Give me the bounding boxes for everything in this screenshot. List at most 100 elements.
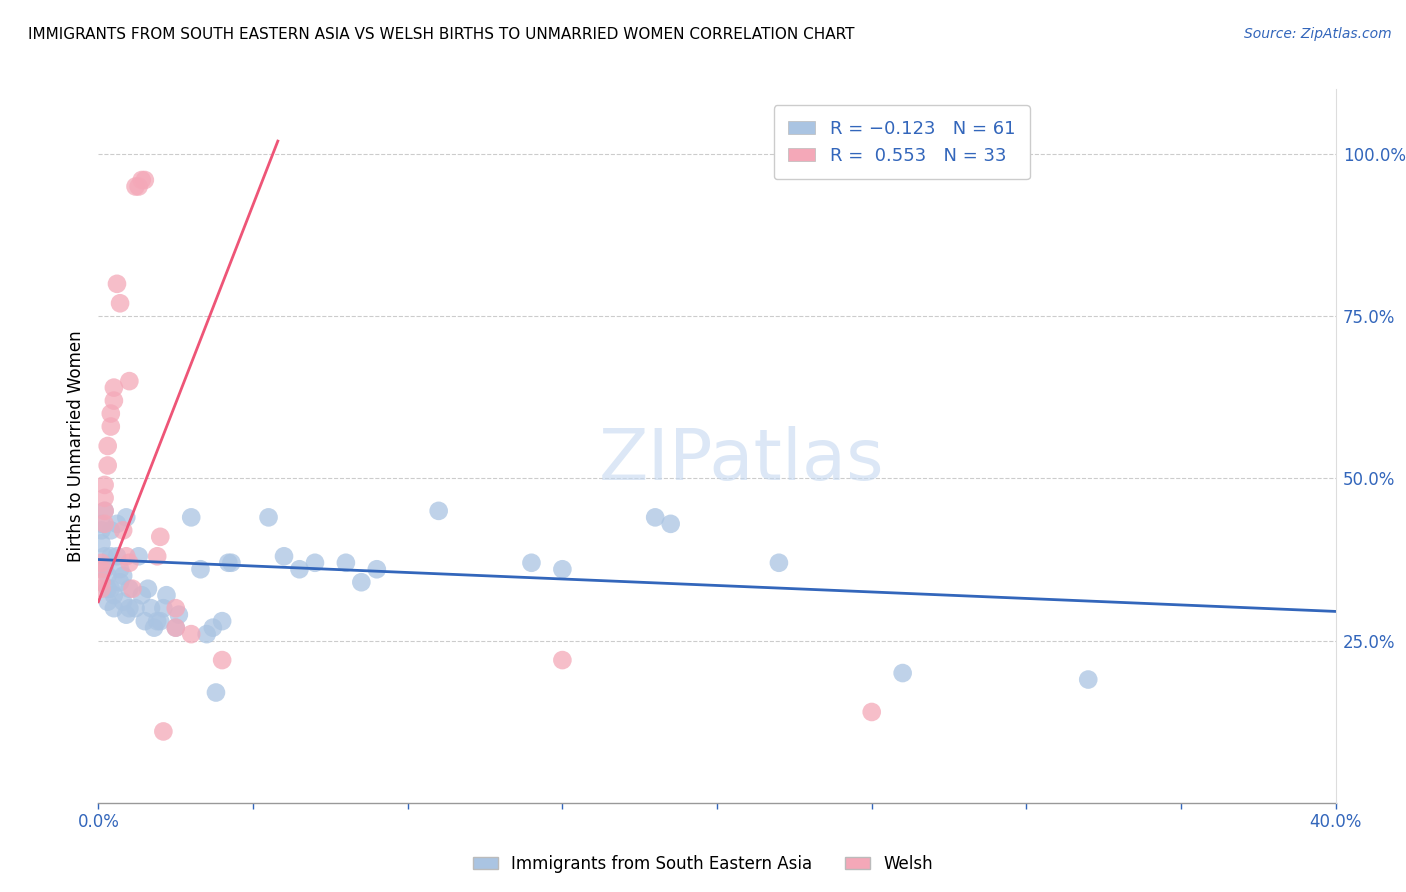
- Point: [366, 562, 388, 576]
- Point: [155, 588, 177, 602]
- Point: [139, 601, 162, 615]
- Point: [100, 419, 122, 434]
- Point: [93, 491, 115, 505]
- Point: [180, 510, 202, 524]
- Point: [90, 516, 112, 531]
- Point: [134, 173, 156, 187]
- Point: [115, 549, 138, 564]
- Legend: Immigrants from South Eastern Asia, Welsh: Immigrants from South Eastern Asia, Wels…: [465, 848, 941, 880]
- Point: [335, 556, 357, 570]
- Point: [112, 568, 135, 582]
- Point: [97, 439, 120, 453]
- Point: [211, 614, 233, 628]
- Point: [136, 582, 159, 596]
- Point: [190, 562, 212, 576]
- Y-axis label: Births to Unmarried Women: Births to Unmarried Women: [66, 330, 84, 562]
- Point: [105, 549, 128, 564]
- Point: [165, 601, 187, 615]
- Point: [131, 173, 153, 187]
- Point: [93, 549, 115, 564]
- Point: [103, 381, 125, 395]
- Point: [149, 614, 172, 628]
- Point: [108, 575, 131, 590]
- Point: [427, 504, 450, 518]
- Point: [149, 530, 172, 544]
- Point: [165, 621, 187, 635]
- Point: [128, 549, 150, 564]
- Point: [118, 601, 141, 615]
- Point: [201, 621, 224, 635]
- Point: [118, 374, 141, 388]
- Point: [108, 562, 131, 576]
- Point: [131, 588, 153, 602]
- Point: [115, 607, 138, 622]
- Point: [90, 556, 112, 570]
- Point: [152, 724, 174, 739]
- Point: [195, 627, 218, 641]
- Point: [93, 562, 115, 576]
- Point: [90, 536, 112, 550]
- Point: [860, 705, 883, 719]
- Point: [100, 549, 122, 564]
- Point: [644, 510, 666, 524]
- Point: [90, 562, 112, 576]
- Point: [768, 556, 790, 570]
- Point: [118, 556, 141, 570]
- Point: [108, 296, 131, 310]
- Point: [180, 627, 202, 641]
- Point: [112, 595, 135, 609]
- Legend: R = −0.123   N = 61, R =  0.553   N = 33: R = −0.123 N = 61, R = 0.553 N = 33: [773, 105, 1029, 179]
- Point: [257, 510, 280, 524]
- Text: ZIPatlas: ZIPatlas: [599, 425, 884, 495]
- Point: [97, 568, 120, 582]
- Point: [520, 556, 543, 570]
- Point: [90, 575, 112, 590]
- Point: [891, 666, 914, 681]
- Text: Source: ZipAtlas.com: Source: ZipAtlas.com: [1244, 27, 1392, 41]
- Point: [128, 179, 150, 194]
- Point: [152, 601, 174, 615]
- Point: [551, 653, 574, 667]
- Point: [167, 607, 190, 622]
- Point: [100, 407, 122, 421]
- Point: [100, 524, 122, 538]
- Point: [93, 504, 115, 518]
- Point: [134, 614, 156, 628]
- Point: [105, 277, 128, 291]
- Point: [217, 556, 239, 570]
- Point: [146, 614, 169, 628]
- Point: [118, 582, 141, 596]
- Point: [103, 588, 125, 602]
- Point: [221, 556, 243, 570]
- Point: [97, 582, 120, 596]
- Point: [97, 595, 120, 609]
- Point: [273, 549, 295, 564]
- Point: [103, 393, 125, 408]
- Point: [551, 562, 574, 576]
- Point: [143, 621, 166, 635]
- Point: [100, 582, 122, 596]
- Point: [93, 504, 115, 518]
- Point: [112, 524, 135, 538]
- Point: [121, 582, 143, 596]
- Point: [105, 516, 128, 531]
- Point: [146, 549, 169, 564]
- Point: [165, 621, 187, 635]
- Point: [124, 601, 146, 615]
- Point: [90, 582, 112, 596]
- Point: [659, 516, 682, 531]
- Point: [97, 458, 120, 473]
- Point: [304, 556, 326, 570]
- Point: [93, 516, 115, 531]
- Text: IMMIGRANTS FROM SOUTH EASTERN ASIA VS WELSH BIRTHS TO UNMARRIED WOMEN CORRELATIO: IMMIGRANTS FROM SOUTH EASTERN ASIA VS WE…: [28, 27, 855, 42]
- Point: [90, 524, 112, 538]
- Point: [288, 562, 311, 576]
- Point: [93, 478, 115, 492]
- Point: [350, 575, 373, 590]
- Point: [205, 685, 228, 699]
- Point: [211, 653, 233, 667]
- Point: [103, 601, 125, 615]
- Point: [1077, 673, 1099, 687]
- Point: [124, 179, 146, 194]
- Point: [115, 510, 138, 524]
